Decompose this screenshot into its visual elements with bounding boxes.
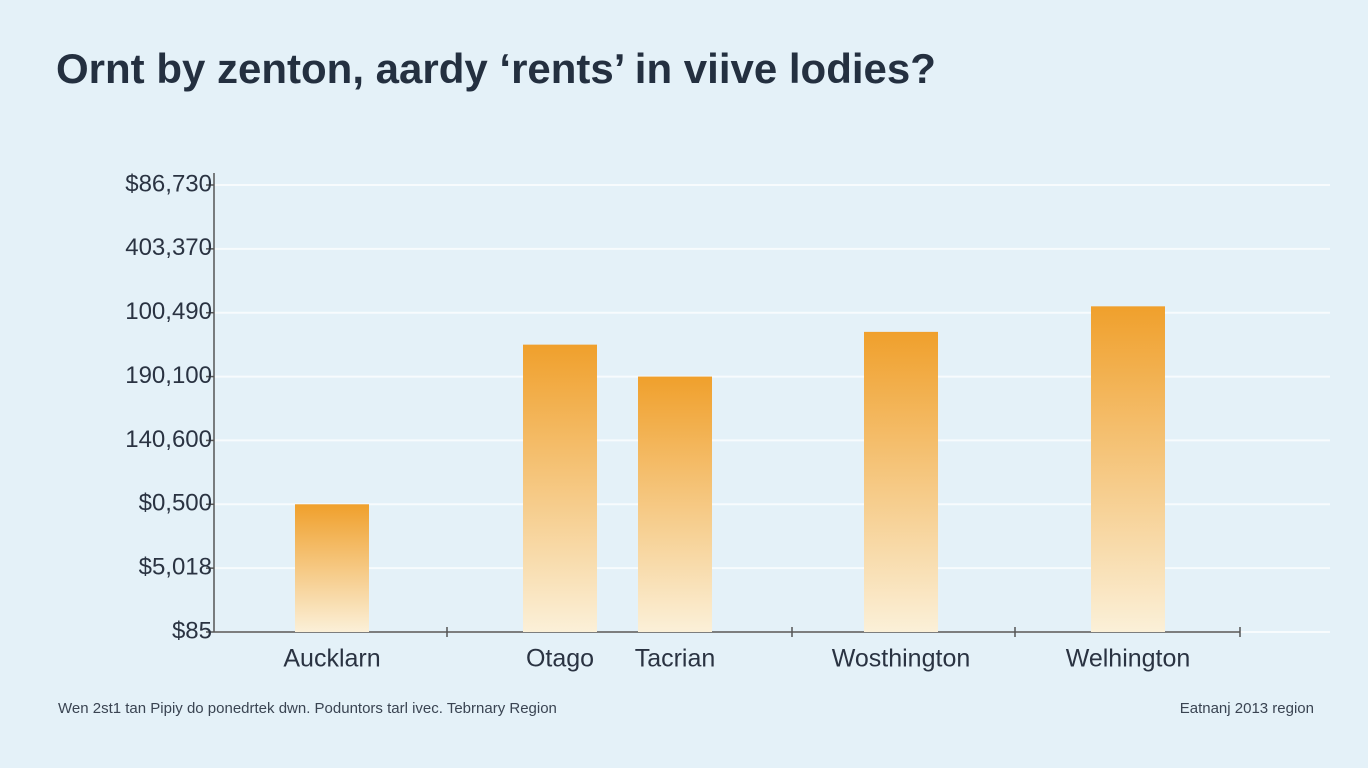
y-tick-label: $86,730 xyxy=(125,170,212,197)
x-tick-label: Wosthington xyxy=(832,645,971,673)
y-tick-label: $5,018 xyxy=(139,553,212,580)
bar xyxy=(523,344,597,632)
y-tick-label: $85 xyxy=(172,617,212,644)
chart-title: Ornt by zenton, aardy ‘rents’ in viive l… xyxy=(56,45,936,92)
source: Eatnanj 2013 region xyxy=(1180,700,1314,717)
bar xyxy=(295,504,369,632)
y-tick-label: 100,490 xyxy=(125,298,212,325)
y-tick-label: 140,600 xyxy=(125,426,212,453)
x-tick-label: Tacrian xyxy=(635,645,716,673)
x-tick-label: Welhington xyxy=(1066,645,1191,673)
y-tick-label: 403,370 xyxy=(125,234,212,261)
bar xyxy=(1091,306,1165,632)
footnote: Wen 2st1 tan Pipiy do ponedrtek dwn. Pod… xyxy=(58,700,557,717)
bar xyxy=(638,376,712,632)
y-tick-label: $0,500 xyxy=(139,490,212,517)
y-tick-label: 190,100 xyxy=(125,362,212,389)
x-tick-label: Otago xyxy=(526,645,594,673)
x-tick-label: Aucklarn xyxy=(283,645,380,673)
bar xyxy=(864,331,938,632)
